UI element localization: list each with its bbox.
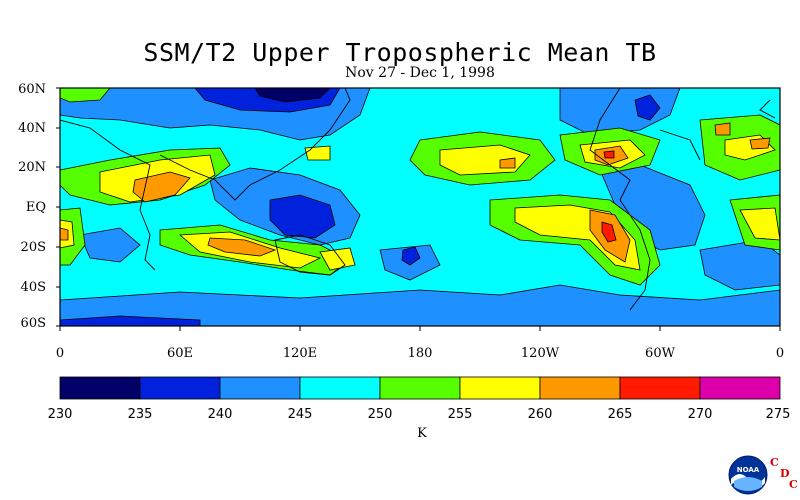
temperature-field: [60, 88, 780, 326]
cdc-letter: C: [770, 456, 779, 469]
colorbar-tick-label: 275: [765, 407, 791, 422]
map-subtitle: Nov 27 - Dec 1, 1998: [345, 65, 495, 81]
colorbar-tick-label: 265: [607, 407, 633, 422]
lon-label: 0: [55, 346, 65, 361]
lon-label: 0: [775, 346, 785, 361]
lat-label: EQ: [25, 200, 46, 215]
lon-label: 120W: [520, 346, 560, 361]
map-title: SSM/T2 Upper Tropospheric Mean TB: [143, 38, 657, 67]
colorbar-units: K: [417, 426, 427, 441]
colorbar-tick-label: 255: [447, 407, 473, 422]
colorbar-swatch: [219, 376, 301, 400]
colorbar-tick-label: 240: [207, 407, 233, 422]
colorbar: [59, 376, 781, 400]
colorbar-swatch: [539, 376, 621, 400]
cdc-letter: C: [789, 478, 798, 491]
colorbar-tick-label: 260: [527, 407, 553, 422]
lon-label: 60E: [166, 346, 194, 361]
lon-label: 120E: [282, 346, 318, 361]
noaa-logo-text: NOAA: [737, 466, 760, 474]
colorbar-swatch: [139, 376, 221, 400]
colorbar-tick-label: 250: [367, 407, 393, 422]
noaa-logo-icon: NOAA: [728, 455, 768, 495]
colorbar-tick-label: 235: [127, 407, 153, 422]
colorbar-swatch: [299, 376, 381, 400]
lat-label: 60N: [18, 82, 46, 97]
lon-label: 180: [407, 346, 433, 361]
colorbar-tick-label: 245: [287, 407, 313, 422]
colorbar-tick-label: 270: [687, 407, 713, 422]
colorbar-swatch: [379, 376, 461, 400]
lat-label: 20N: [18, 160, 46, 175]
lon-label: 60W: [645, 346, 675, 361]
colorbar-swatch: [59, 376, 141, 400]
colorbar-swatch: [619, 376, 701, 400]
colorbar-tick-label: 230: [47, 407, 73, 422]
colorbar-swatch: [459, 376, 541, 400]
lat-label: 40S: [20, 280, 46, 295]
colorbar-swatch: [699, 376, 781, 400]
lat-label: 60S: [20, 316, 46, 331]
lat-label: 40N: [18, 121, 46, 136]
lat-label: 20S: [20, 240, 46, 255]
cdc-letter: D: [780, 467, 790, 480]
